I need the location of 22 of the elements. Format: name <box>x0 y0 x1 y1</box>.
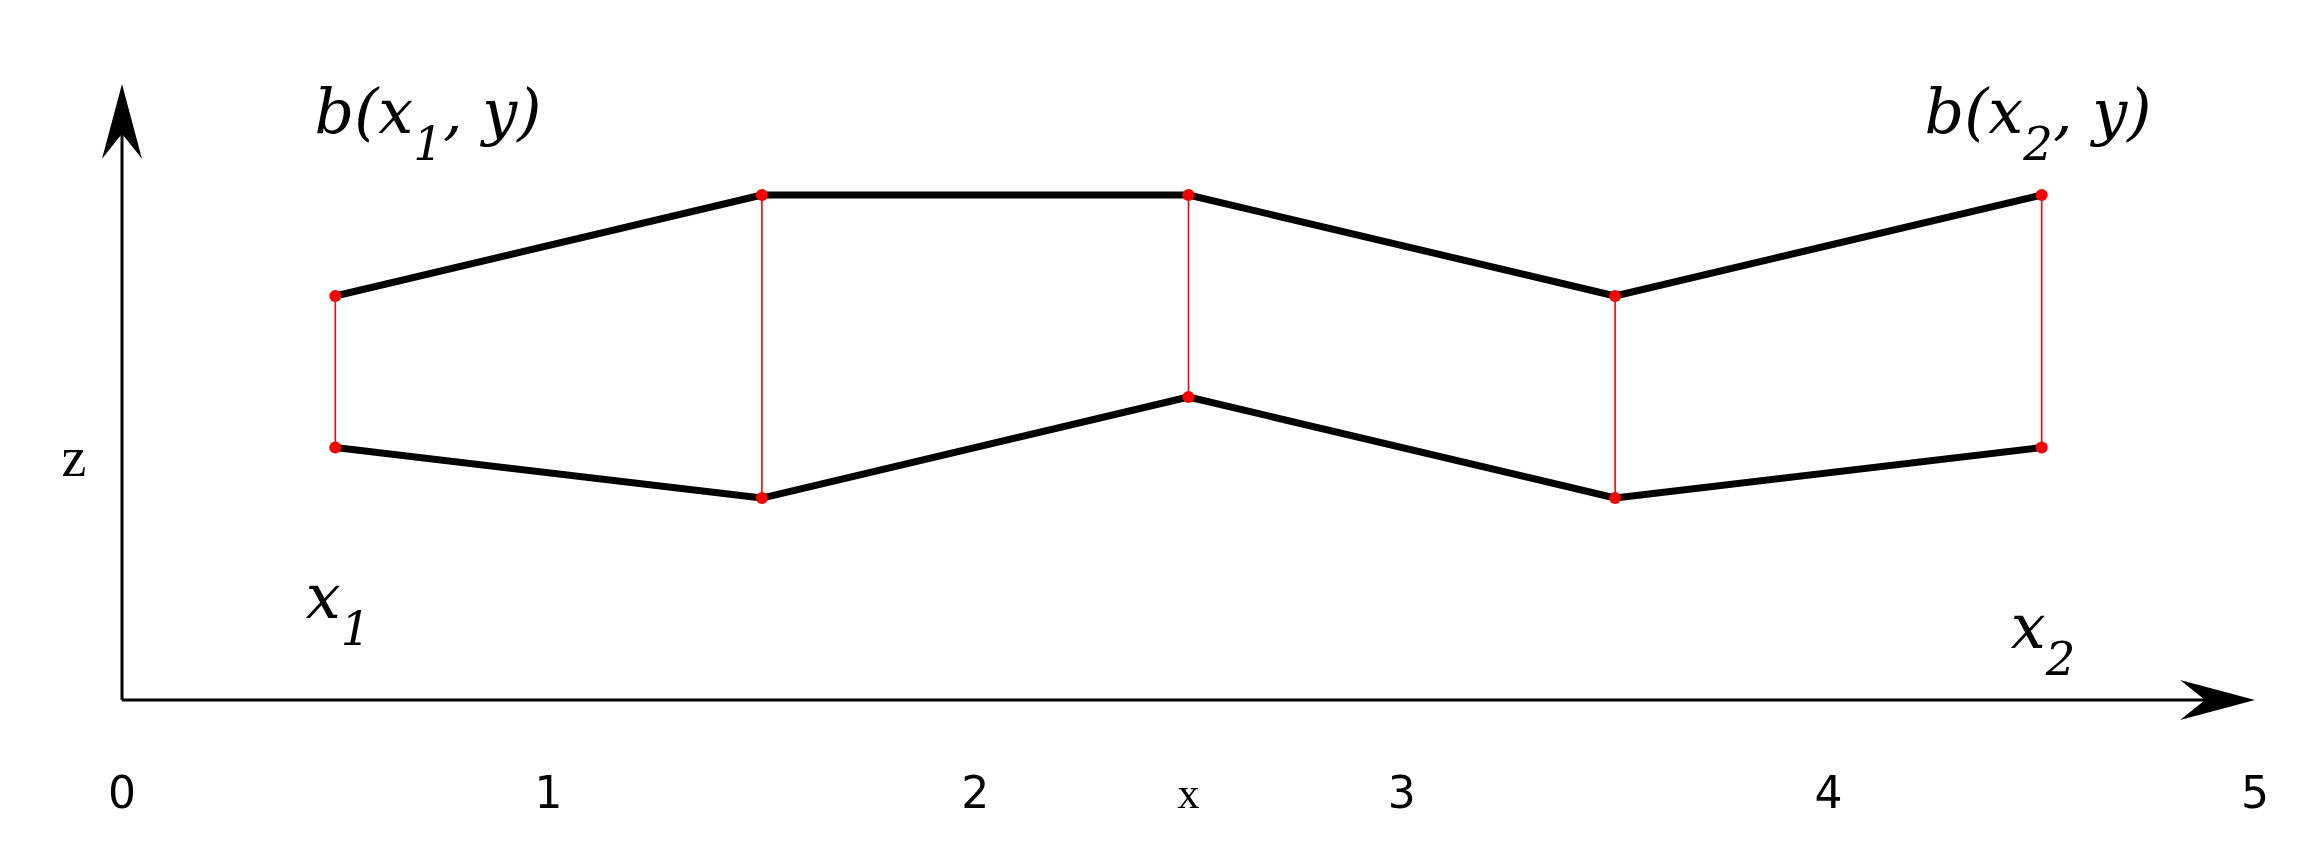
text: b(x$_{1}$, y) <box>314 75 542 171</box>
point <box>2035 441 2048 454</box>
point <box>755 492 768 504</box>
x-tick-label: 3 <box>1387 767 1416 818</box>
x-tick-label: 5 <box>2241 767 2269 818</box>
text: b(x$_{2}$, y) <box>1924 75 2152 171</box>
point <box>2035 189 2048 201</box>
point <box>1182 189 1195 201</box>
point <box>329 290 342 302</box>
y-axis-title: z <box>61 425 87 488</box>
point <box>1609 290 1622 302</box>
annotation: x$_{2}$ <box>2010 590 2076 686</box>
point <box>1182 391 1195 403</box>
x-tick-label: 2 <box>961 767 990 818</box>
point <box>1609 492 1622 504</box>
x-tick-label: 1 <box>534 767 563 818</box>
annotation: x$_{1}$ <box>305 560 371 656</box>
point <box>329 441 342 454</box>
x-axis-title: x <box>1177 769 1200 818</box>
point <box>755 189 768 201</box>
x-tick-label: 4 <box>1814 767 1843 818</box>
x-tick-label: 0 <box>108 767 136 818</box>
